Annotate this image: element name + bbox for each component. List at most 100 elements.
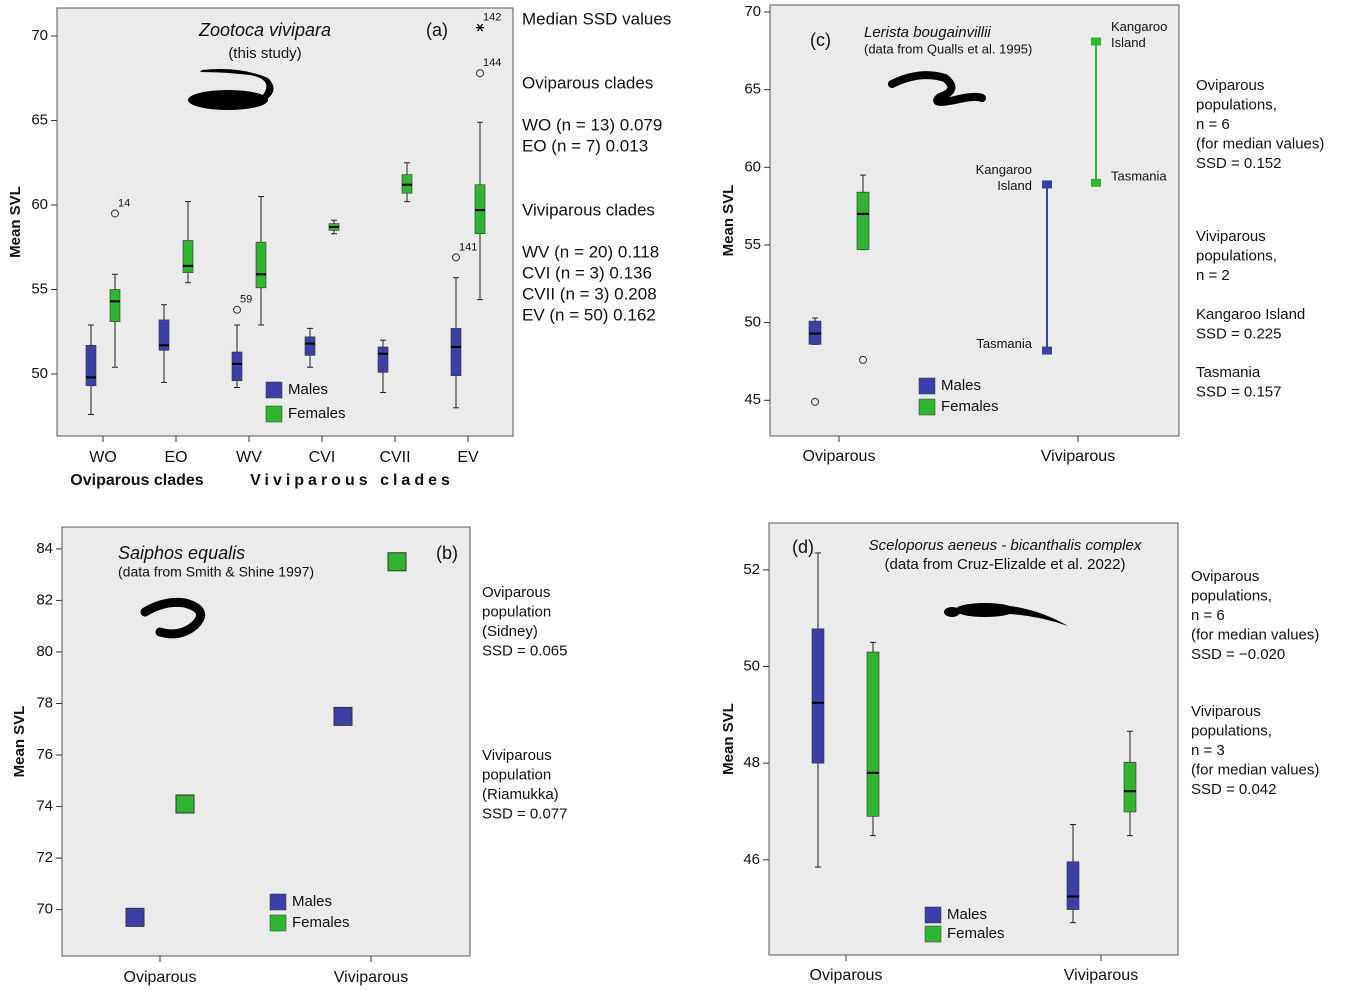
page: Zootoca vivipara(this study)(a)Mean SVL5…: [0, 0, 1351, 991]
annotation: CVII (n = 3) 0.208: [522, 284, 657, 303]
annotation: populations,: [1191, 722, 1272, 739]
y-tick-label: 50: [31, 365, 48, 382]
panel-label: (a): [426, 20, 448, 40]
annotation: n = 2: [1196, 267, 1230, 284]
y-tick-label: 55: [744, 236, 761, 253]
box: [857, 192, 869, 249]
box: [867, 652, 879, 816]
x-tick-label: Oviparous: [810, 967, 883, 984]
chart-subtitle: (data from Cruz-Elizalde et al. 2022): [885, 556, 1126, 573]
range-label: Tasmania: [1111, 168, 1167, 183]
range-end: [1042, 347, 1052, 355]
box: [232, 352, 242, 381]
range-label: Kangaroo: [976, 162, 1032, 177]
annotation: EO (n = 7) 0.013: [522, 136, 648, 155]
y-tick-label: 52: [743, 561, 760, 578]
box: [110, 290, 120, 322]
annotation: SSD = 0.077: [482, 805, 567, 822]
chart-title: Lerista bougainvillii: [864, 24, 991, 41]
dot: [176, 795, 194, 813]
annotation: Viviparous: [1196, 228, 1266, 245]
dot: [126, 908, 144, 926]
y-tick-label: 60: [31, 196, 48, 213]
y-tick-label: 50: [743, 657, 760, 674]
annotation: Oviparous clades: [522, 73, 653, 92]
y-tick-label: 82: [36, 591, 53, 608]
annotation: Viviparous: [1191, 703, 1261, 720]
chart-title: Sceloporus aeneus - bicanthalis complex: [869, 537, 1142, 554]
box: [183, 241, 193, 273]
annotation: population: [482, 603, 551, 620]
annotation: populations,: [1196, 247, 1277, 264]
y-tick-label: 72: [36, 849, 53, 866]
outlier-label: 141: [459, 241, 477, 253]
outlier-label: 144: [483, 57, 501, 69]
legend-label: Males: [288, 381, 328, 398]
outlier-label: 59: [240, 294, 252, 306]
annotation: n = 6: [1191, 607, 1225, 624]
box: [305, 337, 315, 356]
box: [86, 345, 96, 386]
x-tick-label: EV: [457, 449, 479, 466]
legend-swatch: [270, 894, 286, 910]
annotation: CVI (n = 3) 0.136: [522, 263, 652, 282]
outlier-label: 14: [118, 197, 130, 209]
x-tick-label: EO: [164, 449, 187, 466]
dot: [388, 553, 406, 571]
y-axis-label: Mean SVL: [11, 706, 28, 778]
annotation: (for median values): [1191, 626, 1319, 643]
annotation: SSD = 0.225: [1196, 325, 1281, 342]
legend-swatch: [266, 382, 282, 398]
annotation: WV (n = 20) 0.118: [522, 242, 659, 261]
chart-title: Zootoca vivipara: [198, 20, 331, 40]
y-tick-label: 74: [36, 798, 53, 815]
legend-label: Males: [292, 893, 332, 910]
range-end: [1091, 37, 1101, 45]
range-label: Island: [997, 178, 1032, 193]
legend-swatch: [270, 915, 286, 931]
annotation: Median SSD values: [522, 9, 671, 28]
x-tick-label: Oviparous: [124, 969, 197, 986]
legend-swatch: [925, 926, 941, 942]
y-axis-label: Mean SVL: [720, 185, 737, 257]
x-tick-label: CVI: [309, 449, 336, 466]
x-tick-label: WO: [89, 449, 117, 466]
annotation: n = 3: [1191, 742, 1225, 759]
range-end: [1091, 179, 1101, 187]
x-tick-label: Viviparous: [334, 969, 408, 986]
group-label: Viviparous clades: [250, 472, 454, 489]
range-label: Kangaroo: [1111, 19, 1167, 34]
box: [1124, 762, 1136, 812]
annotation: (Riamukka): [482, 786, 559, 803]
legend-label: Females: [941, 398, 999, 415]
annotation: Viviparous: [482, 747, 552, 764]
figure: Zootoca vivipara(this study)(a)Mean SVL5…: [0, 0, 1351, 991]
y-tick-label: 50: [744, 314, 761, 331]
x-tick-label: Oviparous: [803, 448, 876, 465]
annotation: SSD = 0.152: [1196, 155, 1281, 172]
x-tick-label: Viviparous: [1041, 448, 1115, 465]
y-tick-label: 70: [36, 901, 53, 918]
dot: [334, 707, 352, 725]
legend-label: Males: [947, 906, 987, 923]
legend-label: Males: [941, 377, 981, 394]
y-tick-label: 65: [31, 112, 48, 129]
legend-swatch: [266, 406, 282, 422]
plot-area: [57, 8, 513, 436]
y-tick-label: 55: [31, 280, 48, 297]
panel-label: (b): [436, 543, 458, 563]
annotation: populations,: [1191, 587, 1272, 604]
annotation: EV (n = 50) 0.162: [522, 305, 656, 324]
box: [1067, 862, 1079, 910]
group-label: Oviparous clades: [70, 472, 203, 489]
annotation: (Sidney): [482, 623, 538, 640]
chart-title: Saiphos equalis: [118, 543, 245, 563]
y-tick-label: 46: [743, 851, 760, 868]
legend-swatch: [919, 399, 935, 415]
panel-label: (c): [810, 30, 831, 50]
legend-label: Females: [288, 405, 346, 422]
y-tick-label: 84: [36, 540, 53, 557]
annotation: Kangaroo Island: [1196, 306, 1305, 323]
box: [378, 347, 388, 372]
box: [256, 242, 266, 288]
